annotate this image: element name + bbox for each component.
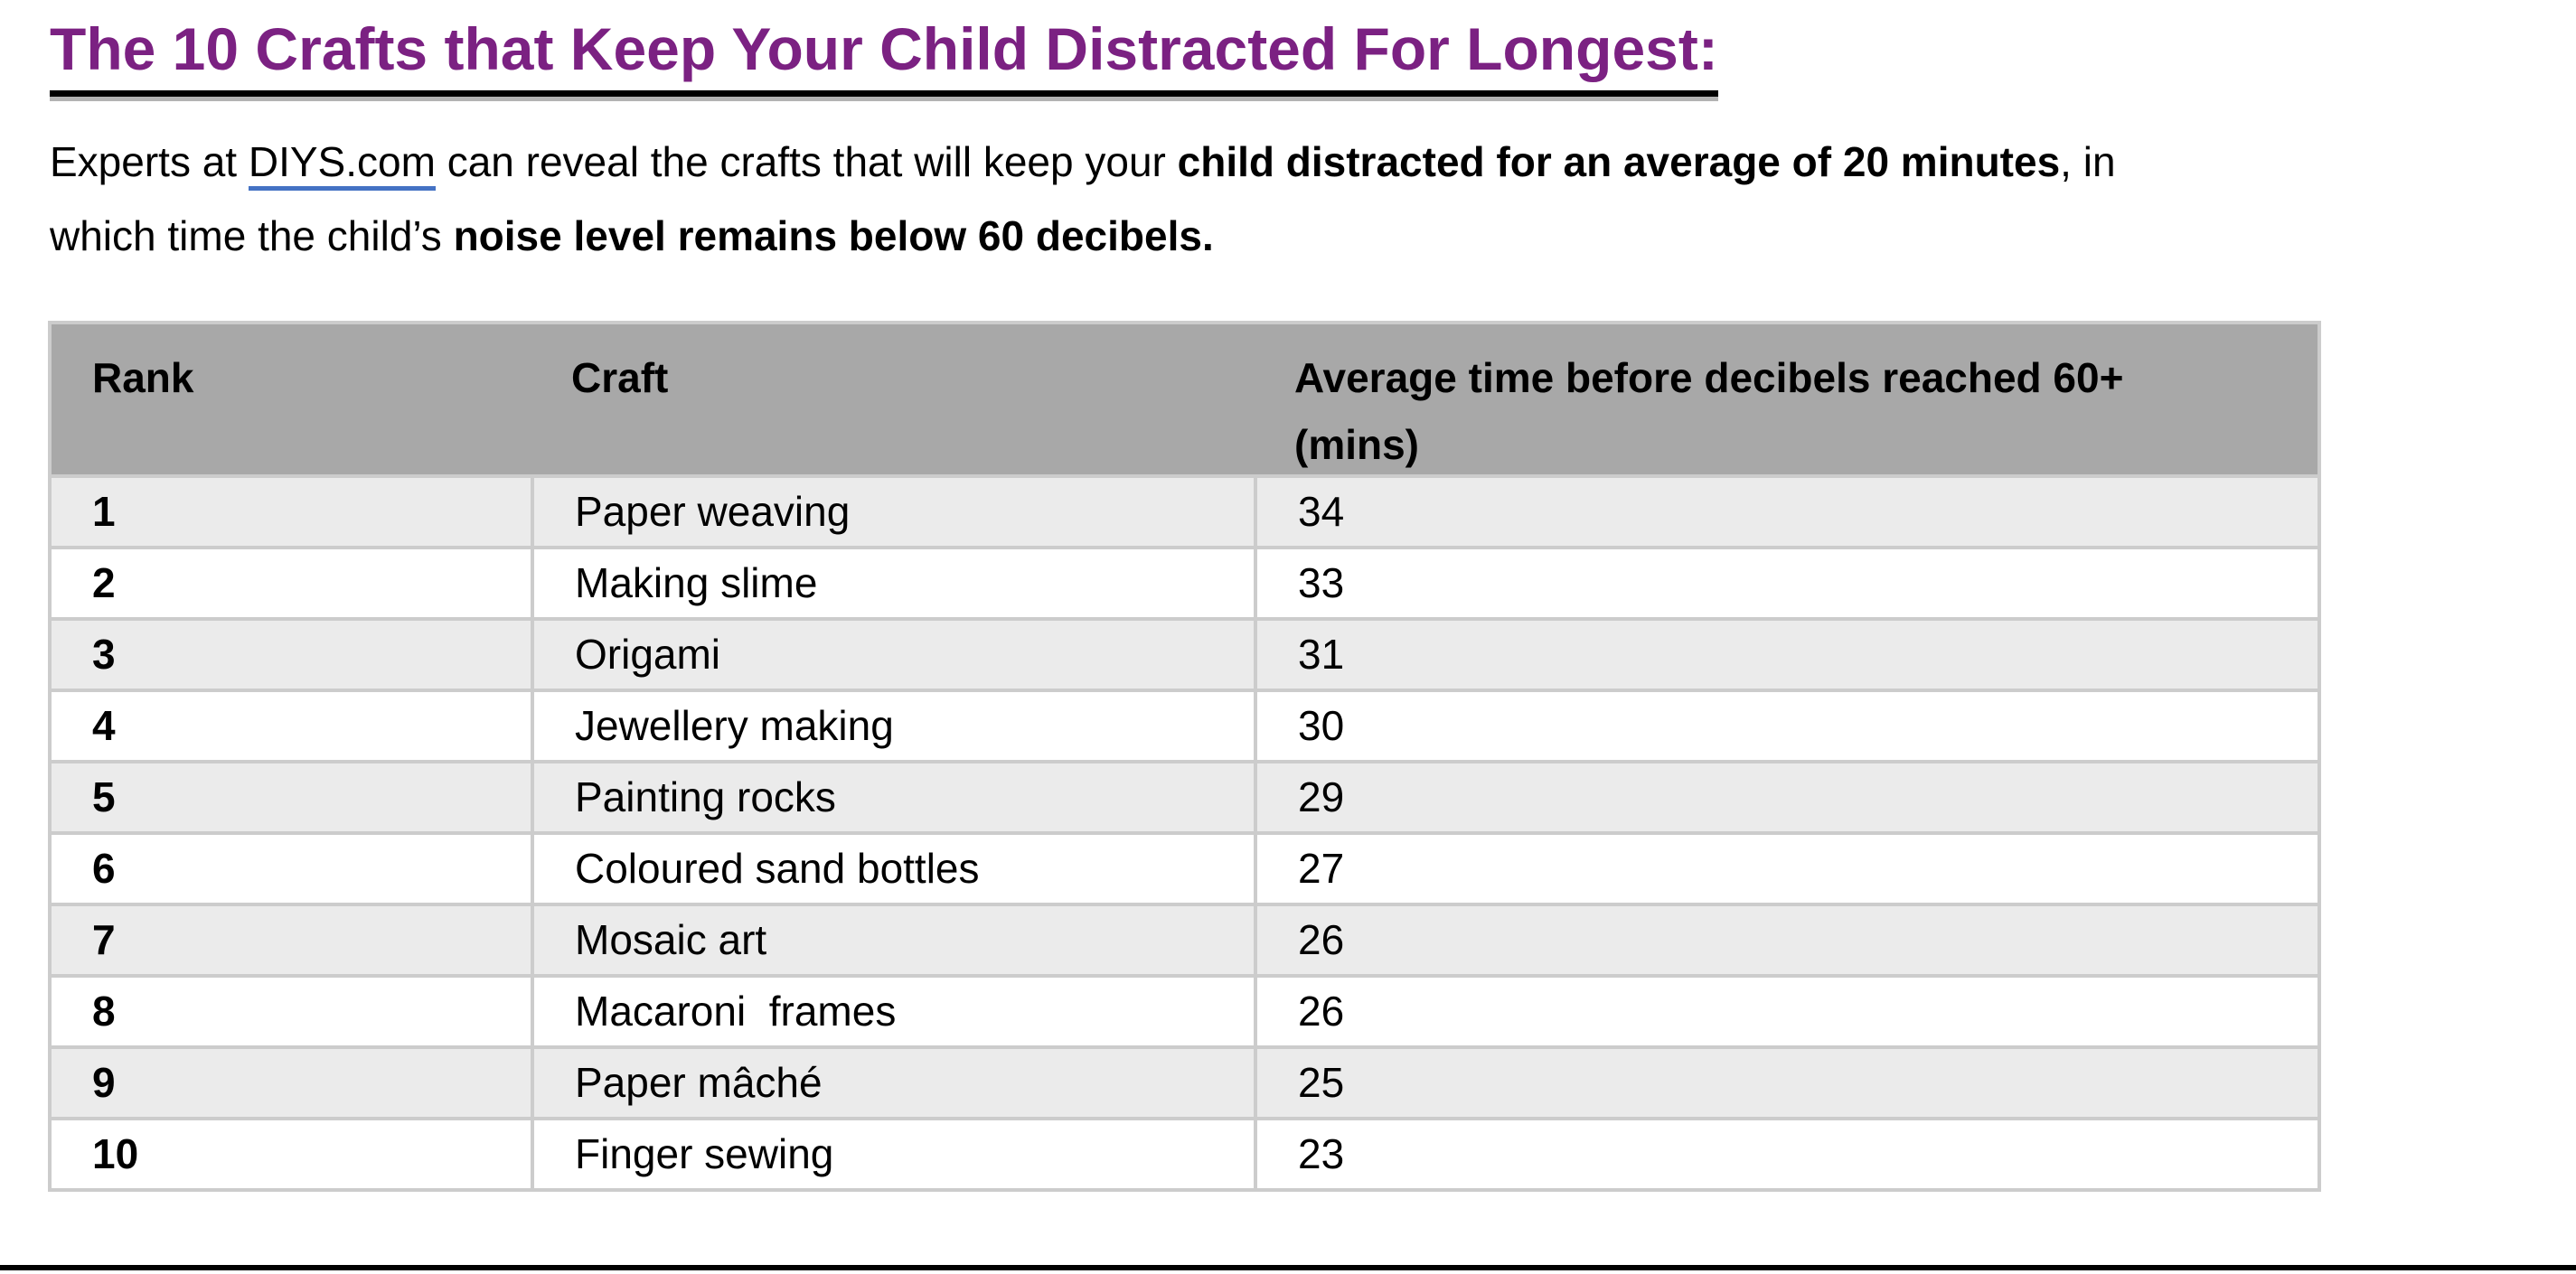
intro-text-segment: can reveal the crafts that will keep you…: [435, 138, 1178, 185]
craft-cell: Painting rocks: [531, 763, 1254, 831]
intro-text-segment: Experts at: [50, 138, 249, 185]
minutes-cell: 30: [1254, 692, 2317, 760]
rank-cell: 8: [92, 988, 116, 1035]
minutes-cell: 23: [1254, 1120, 2317, 1188]
rank-cell: 4: [92, 702, 116, 749]
craft-cell: Finger sewing: [531, 1120, 1254, 1188]
minutes-cell: 26: [1254, 978, 2317, 1045]
minutes-cell: 26: [1254, 906, 2317, 974]
table-row: 7 Mosaic art 26: [52, 903, 2317, 974]
table-header-row: Rank Craft Average time before decibels …: [52, 324, 2317, 474]
rank-cell: 10: [92, 1130, 139, 1177]
bottom-horizontal-rule: [0, 1265, 2576, 1270]
column-header-craft: Craft: [571, 354, 669, 401]
table-row: 4 Jewellery making 30: [52, 689, 2317, 760]
column-header-avg-time: Average time before decibels reached 60+…: [1294, 354, 2124, 468]
craft-cell: Making slime: [531, 549, 1254, 617]
craft-cell: Paper weaving: [531, 478, 1254, 546]
table-row: 3 Origami 31: [52, 617, 2317, 689]
page-title: The 10 Crafts that Keep Your Child Distr…: [50, 14, 1718, 97]
minutes-cell: 34: [1254, 478, 2317, 546]
rank-cell: 6: [92, 845, 116, 892]
intro-paragraph: Experts at DIYS.com can reveal the craft…: [50, 125, 2562, 273]
table-row: 5 Painting rocks 29: [52, 760, 2317, 831]
intro-text-segment: , in: [2060, 138, 2116, 185]
minutes-cell: 31: [1254, 621, 2317, 689]
table-row: 8 Macaroni frames 26: [52, 974, 2317, 1045]
rank-cell: 7: [92, 916, 116, 963]
crafts-table: Rank Craft Average time before decibels …: [48, 321, 2321, 1192]
minutes-cell: 25: [1254, 1049, 2317, 1117]
table-body: 1 Paper weaving 34 2 Making slime 33 3 O…: [52, 474, 2317, 1188]
rank-cell: 9: [92, 1059, 116, 1106]
craft-cell: Paper mâché: [531, 1049, 1254, 1117]
craft-cell: Jewellery making: [531, 692, 1254, 760]
intro-text-segment: noise level remains below 60 decibels.: [453, 212, 1214, 259]
column-header-rank: Rank: [92, 354, 194, 401]
diys-link[interactable]: DIYS.com: [248, 138, 436, 191]
craft-cell: Macaroni frames: [531, 978, 1254, 1045]
table-row: 6 Coloured sand bottles 27: [52, 831, 2317, 903]
table-row: 1 Paper weaving 34: [52, 474, 2317, 546]
minutes-cell: 33: [1254, 549, 2317, 617]
rank-cell: 5: [92, 773, 116, 820]
intro-text-segment: child distracted for an average of 20 mi…: [1177, 138, 2061, 185]
table-row: 9 Paper mâché 25: [52, 1045, 2317, 1117]
craft-cell: Origami: [531, 621, 1254, 689]
table-row: 10 Finger sewing 23: [52, 1117, 2317, 1188]
rank-cell: 2: [92, 559, 116, 606]
minutes-cell: 29: [1254, 763, 2317, 831]
craft-cell: Mosaic art: [531, 906, 1254, 974]
table-row: 2 Making slime 33: [52, 546, 2317, 617]
rank-cell: 1: [92, 488, 116, 535]
rank-cell: 3: [92, 631, 116, 678]
craft-cell: Coloured sand bottles: [531, 835, 1254, 903]
minutes-cell: 27: [1254, 835, 2317, 903]
intro-text-segment: which time the child’s: [50, 212, 454, 259]
